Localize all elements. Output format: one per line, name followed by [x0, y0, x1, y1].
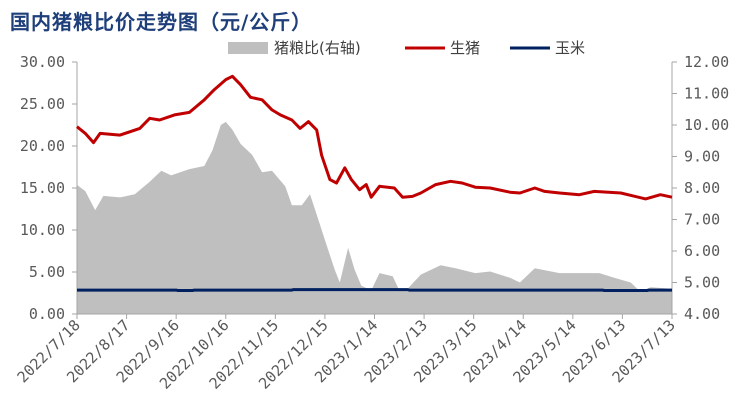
- chart-title: 国内猪粮比价走势图（元/公斤）: [10, 10, 313, 34]
- right-tick-label: 11.00: [684, 85, 729, 103]
- right-tick-label: 4.00: [684, 305, 720, 323]
- left-tick-label: 15.00: [20, 179, 65, 197]
- series-line-pig: [76, 74, 673, 201]
- ratio-area: [77, 121, 672, 315]
- right-tick-label: 8.00: [684, 179, 720, 197]
- right-tick-label: 5.00: [684, 274, 720, 292]
- right-tick-label: 10.00: [684, 116, 729, 134]
- right-tick-label: 6.00: [684, 242, 720, 260]
- left-tick-label: 30.00: [20, 53, 65, 71]
- left-tick-label: 5.00: [29, 263, 65, 281]
- left-tick-label: 20.00: [20, 137, 65, 155]
- right-tick-label: 7.00: [684, 211, 720, 229]
- legend-label-pig: 生猪: [450, 39, 480, 57]
- left-tick-label: 10.00: [20, 221, 65, 239]
- left-tick-label: 25.00: [20, 95, 65, 113]
- legend-swatch-ratio: [228, 42, 268, 54]
- right-tick-label: 12.00: [684, 53, 729, 71]
- legend-label-ratio: 猪粮比(右轴): [274, 39, 361, 57]
- series-line-corn: [77, 288, 672, 292]
- legend-label-corn: 玉米: [555, 39, 585, 57]
- left-tick-label: 0.00: [29, 305, 65, 323]
- right-tick-label: 9.00: [684, 148, 720, 166]
